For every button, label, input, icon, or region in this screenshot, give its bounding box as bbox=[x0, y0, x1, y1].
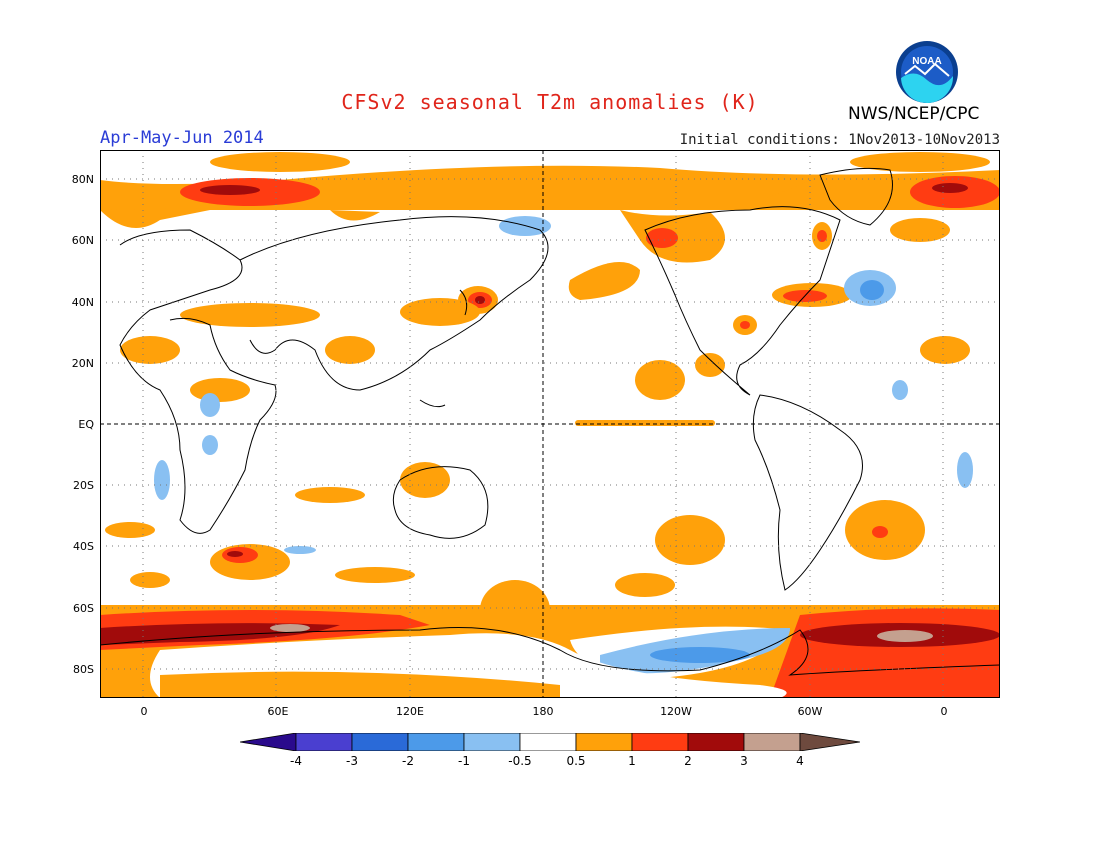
colorbar-label: 3 bbox=[740, 754, 748, 768]
lat-label-40s: 40S bbox=[73, 540, 94, 553]
lat-label-40n: 40N bbox=[71, 296, 94, 309]
colorbar-label: -1 bbox=[458, 754, 470, 768]
lon-label-120e: 120E bbox=[396, 705, 424, 718]
colorbar-swatch-pos1 bbox=[631, 733, 689, 751]
colorbar-swatch-pos2 bbox=[687, 733, 745, 751]
map-title: CFSv2 seasonal T2m anomalies (K) bbox=[341, 90, 759, 114]
colorbar-swatch-pos05 bbox=[575, 733, 633, 751]
lon-label-60w: 60W bbox=[797, 705, 823, 718]
colorbar-label: 2 bbox=[684, 754, 692, 768]
lat-label-eq: EQ bbox=[78, 418, 94, 431]
colorbar-label: -0.5 bbox=[508, 754, 532, 768]
colorbar-label: -3 bbox=[346, 754, 358, 768]
colorbar bbox=[240, 733, 860, 751]
noaa-logo: NOAA bbox=[896, 41, 958, 104]
lat-label-80s: 80S bbox=[73, 663, 94, 676]
colorbar-swatch-neg3 bbox=[351, 733, 409, 751]
colorbar-swatch-neg2 bbox=[407, 733, 465, 751]
colorbar-label: 1 bbox=[628, 754, 636, 768]
lat-label-80n: 80N bbox=[71, 173, 94, 186]
colorbar-swatch-neutral bbox=[519, 733, 577, 751]
lon-label-0-right: 0 bbox=[940, 705, 948, 718]
lat-label-20s: 20S bbox=[73, 479, 94, 492]
colorbar-swatch-neg4 bbox=[295, 733, 353, 751]
forecast-period: Apr-May-Jun 2014 bbox=[100, 128, 264, 148]
svg-text:NOAA: NOAA bbox=[912, 56, 941, 67]
colorbar-swatch-pos3 bbox=[743, 733, 801, 751]
anomaly-map bbox=[100, 150, 1000, 698]
lat-label-60s: 60S bbox=[73, 602, 94, 615]
colorbar-swatch-above-pos4 bbox=[799, 733, 860, 751]
initial-conditions: Initial conditions: 1Nov2013-10Nov2013 bbox=[679, 132, 1000, 148]
lon-label-60e: 60E bbox=[267, 705, 289, 718]
lon-label-0: 0 bbox=[140, 705, 148, 718]
lat-label-20n: 20N bbox=[71, 357, 94, 370]
organization-label: NWS/NCEP/CPC bbox=[848, 104, 980, 124]
lat-label-60n: 60N bbox=[71, 234, 94, 247]
colorbar-label: -2 bbox=[402, 754, 414, 768]
colorbar-label: -4 bbox=[290, 754, 302, 768]
lon-label-120w: 120W bbox=[660, 705, 692, 718]
colorbar-swatch-neg1 bbox=[463, 733, 521, 751]
lon-label-180: 180 bbox=[532, 705, 554, 718]
colorbar-label: 0.5 bbox=[566, 754, 586, 768]
colorbar-label: 4 bbox=[796, 754, 804, 768]
colorbar-swatch-below-neg4 bbox=[240, 733, 297, 751]
